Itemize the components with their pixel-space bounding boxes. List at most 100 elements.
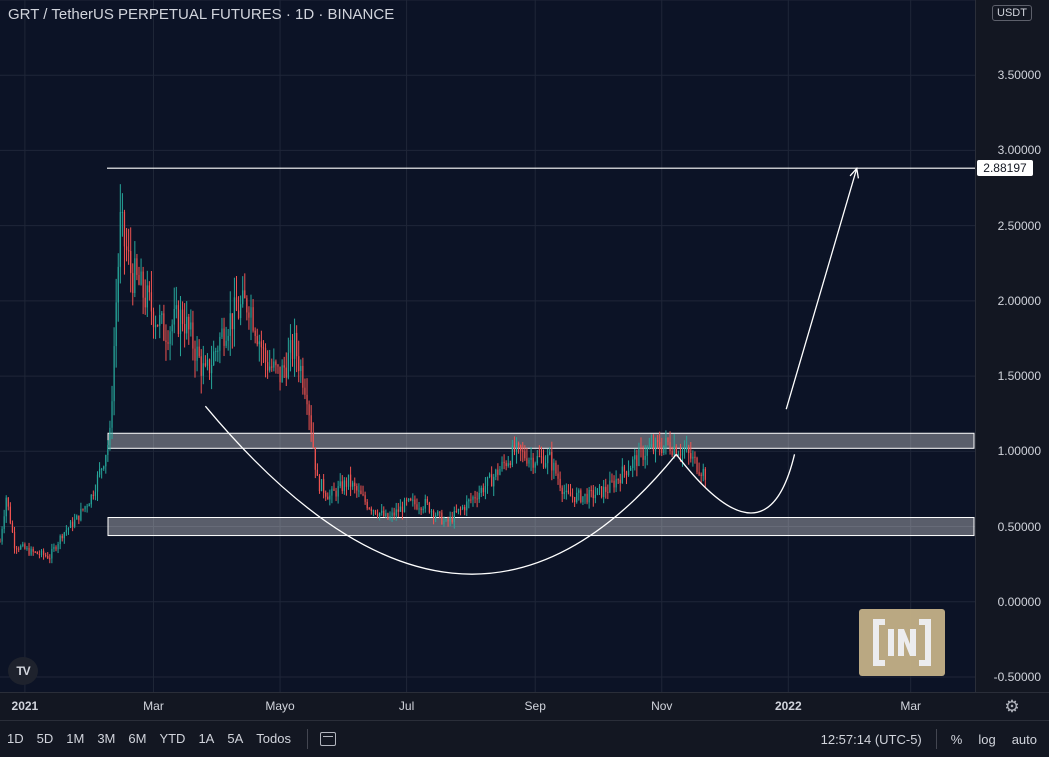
candle [306, 378, 308, 415]
candle [493, 473, 495, 497]
candle [549, 447, 551, 456]
candle [439, 511, 441, 519]
range-6m-button[interactable]: 6M [128, 731, 147, 746]
range-todos-button[interactable]: Todos [256, 731, 291, 746]
candle [266, 350, 269, 379]
candle [470, 492, 472, 504]
candle [391, 507, 393, 522]
candle [198, 339, 200, 359]
candle [229, 291, 231, 356]
chart-grid [0, 0, 975, 692]
chart-title: GRT / TetherUS PERPETUAL FUTURES · 1D · … [8, 6, 395, 23]
candle [223, 317, 225, 357]
candle [659, 431, 661, 456]
range-5d-button[interactable]: 5D [36, 731, 54, 746]
candle [192, 310, 194, 361]
candle [455, 504, 458, 514]
price-axis[interactable]: 4 3.500003.000002.500002.000001.500001.0… [975, 0, 1049, 692]
candle [547, 448, 549, 475]
candle [441, 509, 443, 525]
candle [468, 498, 470, 509]
candle [563, 484, 565, 500]
candle [352, 480, 354, 490]
candle [576, 487, 578, 504]
candle [194, 340, 196, 378]
range-3m-button[interactable]: 3M [97, 731, 116, 746]
candle [233, 277, 236, 347]
candle [663, 445, 665, 456]
range-1a-button[interactable]: 1A [198, 731, 215, 746]
candle [347, 474, 350, 490]
candle [237, 296, 240, 320]
candle [528, 457, 530, 468]
time-tick-label: Mayo [265, 699, 295, 713]
candle [534, 461, 536, 474]
candle [414, 495, 416, 510]
candle [175, 286, 177, 319]
candle [101, 467, 103, 479]
candle [561, 485, 563, 503]
range-1d-button[interactable]: 1D [7, 731, 24, 746]
bottom-toolbar: 1D 5D 1M 3M 6M YTD 1A 5A Todos 12:57:14 … [0, 720, 1049, 756]
candle [461, 504, 464, 511]
candle [571, 488, 574, 503]
candle [530, 447, 532, 472]
candle [310, 405, 312, 442]
candle [38, 550, 41, 559]
log-scale-toggle[interactable]: log [978, 731, 996, 747]
candle [405, 497, 408, 506]
candle [625, 470, 628, 485]
candle [59, 534, 61, 550]
candle [368, 506, 370, 510]
candle [45, 552, 47, 558]
candle [96, 471, 99, 501]
candle [694, 451, 696, 464]
range-5a-button[interactable]: 5A [227, 731, 244, 746]
time-axis[interactable]: 2021 Mar Mayo Jul Sep Nov 2022 Mar [0, 692, 975, 720]
candle [28, 542, 30, 556]
candle [109, 420, 111, 451]
candle [395, 502, 397, 521]
candle [696, 456, 698, 475]
candle [254, 327, 256, 344]
candle [623, 464, 626, 478]
tradingview-logo-icon[interactable]: TV [8, 657, 38, 685]
candle [648, 437, 650, 450]
range-ytd-button[interactable]: YTD [159, 731, 186, 746]
candle [661, 437, 663, 457]
candle [271, 358, 273, 372]
toolbar-divider [306, 728, 308, 749]
price-chart[interactable] [0, 0, 975, 692]
candle [451, 511, 453, 524]
candle [148, 281, 150, 301]
range-1m-button[interactable]: 1M [66, 731, 85, 746]
candle [488, 472, 491, 479]
calendar-icon[interactable] [319, 731, 336, 746]
candle [325, 490, 327, 501]
candle [598, 484, 601, 495]
auto-scale-toggle[interactable]: auto [1011, 731, 1037, 747]
candle [654, 437, 657, 463]
candle [422, 506, 424, 514]
candle [634, 448, 636, 471]
candle [416, 498, 418, 511]
candle [356, 483, 358, 498]
currency-label[interactable]: USDT [992, 5, 1032, 21]
candle [1, 526, 3, 545]
candle [501, 456, 503, 472]
candle [387, 512, 389, 521]
candle [408, 498, 410, 503]
projection-arrowhead [849, 167, 860, 179]
candle [403, 497, 406, 513]
candle [370, 506, 372, 515]
candle [619, 473, 621, 492]
settings-gear-icon[interactable]: ⚙ [975, 692, 1049, 720]
candle [316, 463, 319, 476]
clock-display[interactable]: 12:57:14 (UTC-5) [820, 731, 922, 747]
support-resistance-zones [107, 432, 975, 537]
cup-curve [204, 405, 677, 575]
candle [296, 325, 298, 373]
candle [426, 496, 428, 506]
percent-scale-toggle[interactable]: % [950, 731, 963, 747]
candle [188, 313, 190, 345]
